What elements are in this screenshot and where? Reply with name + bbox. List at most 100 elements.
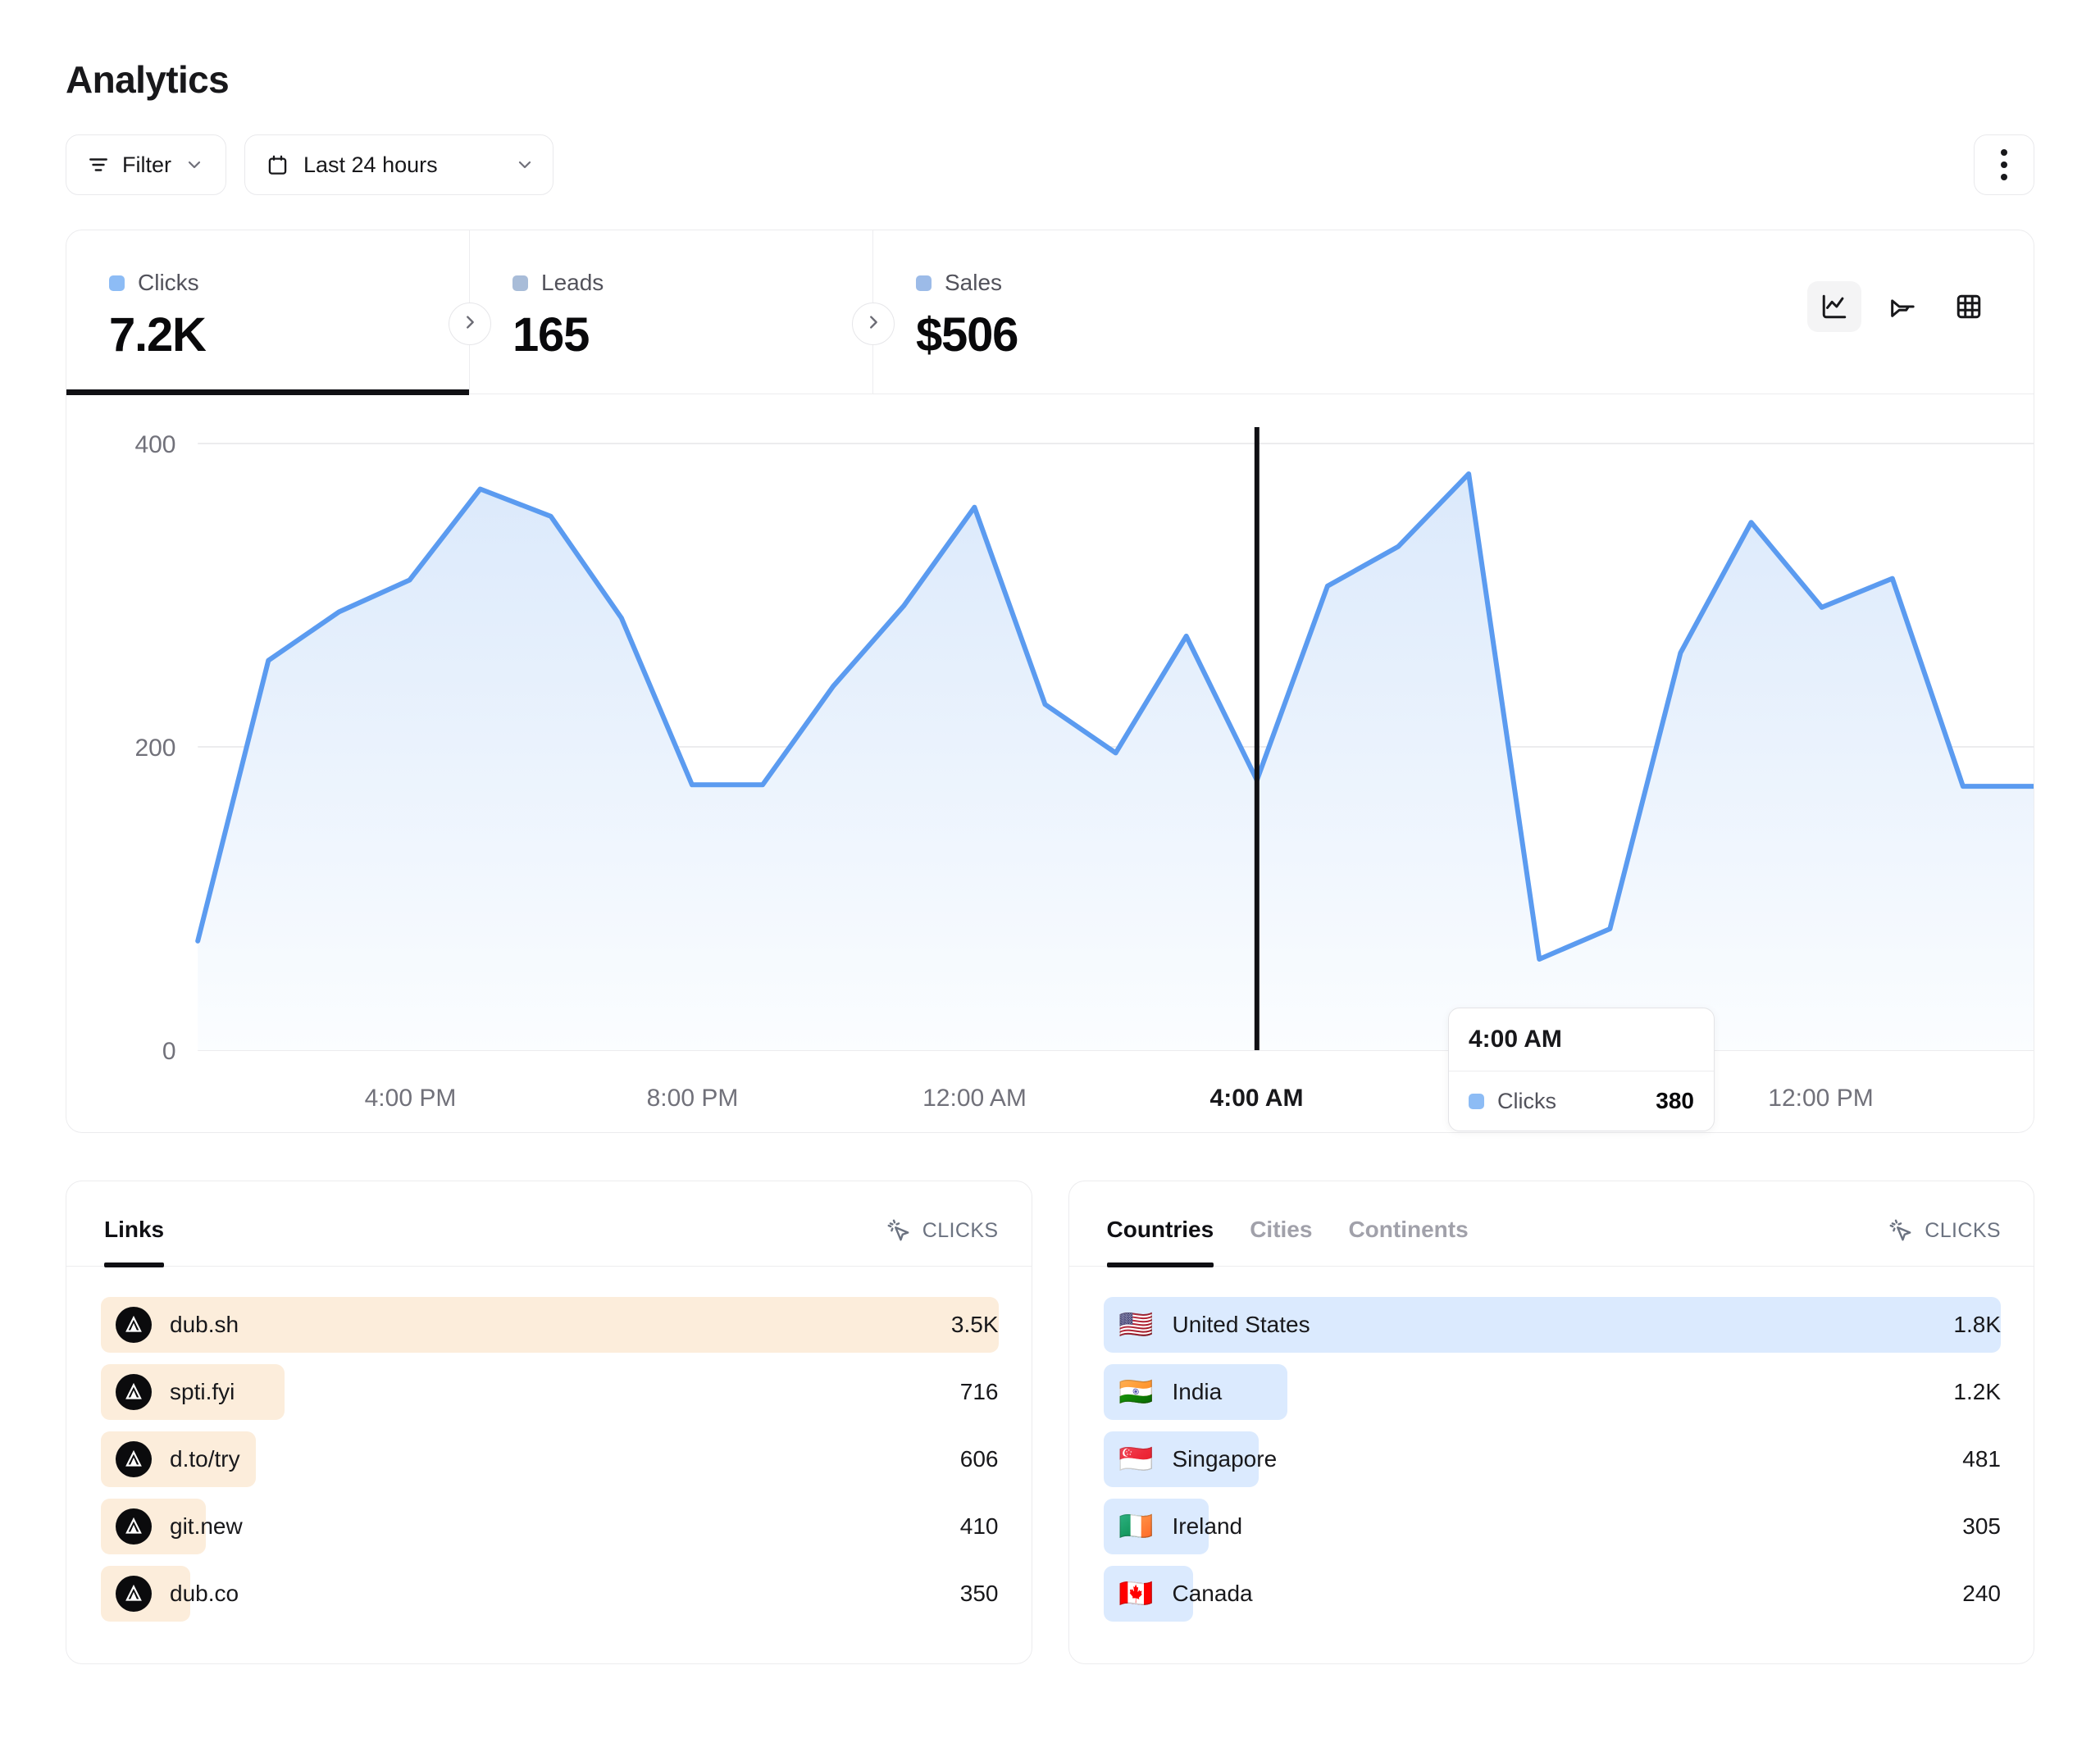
kebab-dot — [2001, 174, 2007, 180]
links-panel: Links CLICKS dub.sh — [66, 1181, 1032, 1664]
link-row[interactable]: dub.co 350 — [101, 1560, 999, 1627]
next-metric-button[interactable] — [449, 303, 491, 345]
link-row[interactable]: git.new 410 — [101, 1493, 999, 1560]
svg-text:200: 200 — [134, 735, 175, 762]
svg-text:4:00 AM: 4:00 AM — [1210, 1085, 1304, 1112]
svg-text:4:00 PM: 4:00 PM — [365, 1085, 457, 1112]
row-value: 350 — [959, 1581, 999, 1606]
link-favicon-icon — [116, 1508, 152, 1545]
row-bar — [1103, 1297, 2001, 1353]
date-range-label: Last 24 hours — [303, 152, 438, 177]
tooltip-time: 4:00 AM — [1449, 1008, 1714, 1071]
chevron-down-icon — [515, 155, 535, 175]
country-flag-icon: 🇮🇪 — [1118, 1510, 1154, 1543]
country-row[interactable]: 🇨🇦 Canada 240 — [1103, 1560, 2001, 1627]
row-label: India — [1172, 1379, 1223, 1404]
mouse-pointer-click-icon — [1889, 1219, 1911, 1241]
svg-text:12:00 AM: 12:00 AM — [922, 1085, 1027, 1112]
more-options-button[interactable] — [1974, 134, 2034, 195]
metric-head: Leads — [512, 270, 872, 296]
row-content: 🇸🇬 Singapore — [1104, 1445, 1947, 1473]
clicks-area-chart — [195, 427, 2034, 1051]
page-title: Analytics — [66, 58, 230, 101]
tab-links[interactable]: Links — [104, 1217, 165, 1267]
row-label: git.new — [170, 1513, 243, 1539]
tab-cities[interactable]: Cities — [1250, 1217, 1313, 1242]
row-value: 716 — [959, 1379, 999, 1404]
clicks-color-dot — [109, 275, 125, 291]
link-row[interactable]: d.to/try 606 — [101, 1426, 999, 1493]
leads-color-dot — [512, 275, 528, 291]
links-panel-header: Links CLICKS — [66, 1181, 1032, 1267]
row-label: United States — [1172, 1312, 1310, 1337]
country-row[interactable]: 🇸🇬 Singapore 481 — [1103, 1426, 2001, 1493]
link-row[interactable]: dub.sh 3.5K — [101, 1291, 999, 1358]
filter-button[interactable]: Filter — [66, 134, 226, 195]
svg-text:400: 400 — [134, 431, 175, 458]
metric-tab-clicks[interactable]: Clicks 7.2K — [66, 230, 470, 395]
row-value: 1.2K — [1953, 1379, 2001, 1404]
tooltip-series-value: 380 — [1656, 1088, 1694, 1113]
date-range-button[interactable]: Last 24 hours — [244, 134, 553, 195]
next-metric-button[interactable] — [852, 303, 895, 345]
tooltip-row: Clicks 380 — [1449, 1071, 1714, 1131]
row-label: Singapore — [1172, 1446, 1278, 1472]
row-content: git.new — [101, 1508, 944, 1545]
view-toggle-funnel[interactable] — [1875, 281, 1929, 332]
country-row[interactable]: 🇮🇪 Ireland 305 — [1103, 1493, 2001, 1560]
country-flag-icon: 🇸🇬 — [1118, 1443, 1154, 1476]
link-favicon-icon — [116, 1307, 152, 1343]
row-content: dub.sh — [101, 1307, 935, 1343]
row-bar — [1103, 1364, 1287, 1420]
row-bar — [1103, 1431, 1259, 1487]
links-metric-selector[interactable]: CLICKS — [886, 1218, 999, 1266]
locations-panel-header: Countries Cities Continents CLICKS — [1068, 1181, 2034, 1267]
filter-icon — [88, 154, 109, 175]
row-label: dub.co — [170, 1581, 239, 1606]
chevron-right-icon — [461, 313, 479, 335]
row-value: 240 — [1962, 1581, 2001, 1606]
links-tabs: Links — [104, 1181, 165, 1267]
link-favicon-icon — [116, 1441, 152, 1477]
row-value: 1.8K — [1953, 1312, 2001, 1337]
country-flag-icon: 🇺🇸 — [1118, 1308, 1154, 1341]
tab-continents[interactable]: Continents — [1348, 1217, 1469, 1242]
links-rows: dub.sh 3.5K spti.fyi 716 — [66, 1267, 1032, 1663]
row-bar — [1103, 1566, 1193, 1622]
row-content: 🇺🇸 United States — [1104, 1311, 1938, 1339]
row-label: dub.sh — [170, 1312, 239, 1337]
row-value: 305 — [1962, 1513, 2001, 1539]
row-content: 🇨🇦 Canada — [1104, 1580, 1947, 1608]
metric-label: Leads — [541, 270, 604, 295]
row-content: 🇮🇪 Ireland — [1104, 1513, 1947, 1540]
row-content: dub.co — [101, 1576, 944, 1612]
metric-head: Clicks — [109, 270, 469, 296]
metric-tab-sales[interactable]: Sales $506 — [873, 230, 2034, 394]
funnel-icon — [1891, 299, 1915, 317]
view-toggle-table[interactable] — [1942, 281, 1996, 332]
row-content: spti.fyi — [101, 1374, 944, 1410]
row-value: 606 — [959, 1446, 999, 1472]
link-row[interactable]: spti.fyi 716 — [101, 1358, 999, 1426]
country-row[interactable]: 🇺🇸 United States 1.8K — [1103, 1291, 2001, 1358]
chart-tooltip: 4:00 AM Clicks 380 — [1448, 1008, 1715, 1131]
metric-tab-leads[interactable]: Leads 165 — [470, 230, 873, 394]
row-content: d.to/try — [101, 1441, 944, 1477]
row-label: spti.fyi — [170, 1379, 235, 1404]
kebab-dot — [2001, 149, 2007, 156]
row-label: Ireland — [1172, 1513, 1243, 1539]
chart-view-toggles — [1807, 281, 1996, 332]
metric-tabs: Clicks 7.2K Leads 165 Sales $506 — [66, 230, 2034, 395]
locations-metric-selector[interactable]: CLICKS — [1888, 1218, 2001, 1266]
view-toggle-line-chart[interactable] — [1807, 281, 1861, 332]
country-row[interactable]: 🇮🇳 India 1.2K — [1103, 1358, 2001, 1426]
tab-countries[interactable]: Countries — [1106, 1217, 1214, 1267]
link-favicon-icon — [116, 1374, 152, 1410]
analytics-chart-card: Clicks 7.2K Leads 165 Sales $506 — [66, 230, 2034, 1133]
chevron-right-icon — [864, 313, 882, 335]
toolbar: Filter Last 24 hours — [66, 134, 2034, 195]
row-bar — [1103, 1499, 1209, 1554]
country-flag-icon: 🇮🇳 — [1118, 1376, 1154, 1408]
